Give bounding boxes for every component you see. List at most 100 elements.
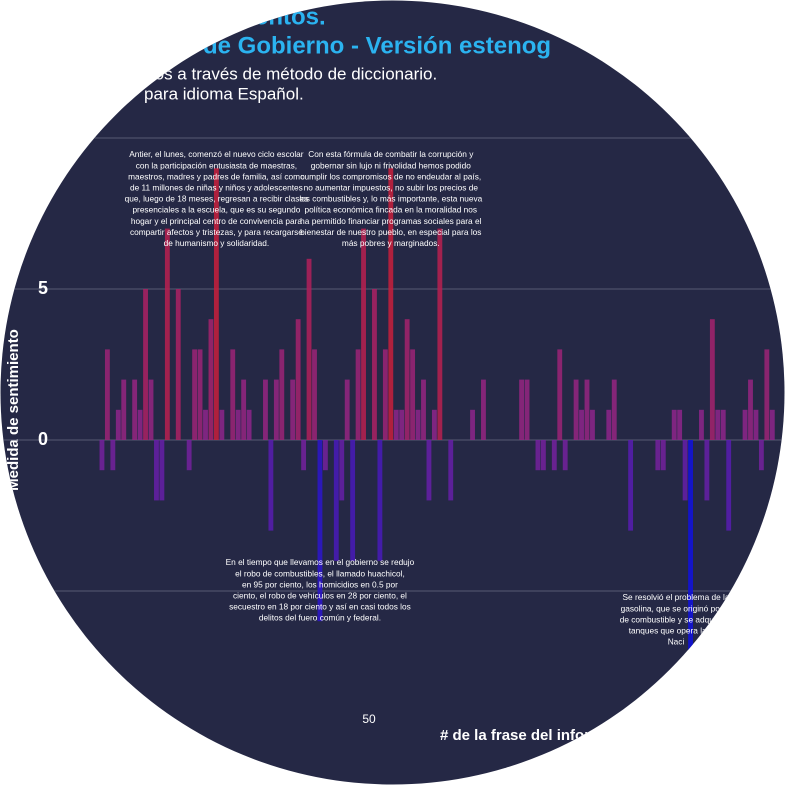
bar xyxy=(415,409,421,440)
annotation: de humanismo y solidaridad. xyxy=(164,238,270,248)
bar xyxy=(688,440,693,682)
bar xyxy=(677,409,683,440)
annotation: más pobres y marginados. xyxy=(342,238,440,248)
bar xyxy=(197,349,203,440)
bar xyxy=(279,349,285,440)
y-tick-label: 10 xyxy=(28,127,48,147)
bar xyxy=(306,258,312,440)
annotation: Con esta fórmula de combatir la corrupci… xyxy=(308,149,474,159)
chart-title: de Gobierno - Versión estenog xyxy=(203,32,551,59)
y-tick-label: 5 xyxy=(38,278,48,298)
bar xyxy=(263,379,268,440)
x-axis-label: # de la frase del infor xyxy=(440,727,590,744)
bar xyxy=(410,349,416,440)
chart-subtitle: entos a través de método de diccionario. xyxy=(131,64,437,83)
bar xyxy=(322,440,328,471)
bar xyxy=(143,289,148,440)
bar xyxy=(208,319,214,440)
y-tick-label: 0 xyxy=(38,429,48,449)
bar xyxy=(655,440,661,471)
bar xyxy=(431,409,437,440)
bar xyxy=(164,228,170,440)
bar xyxy=(704,440,710,501)
bar xyxy=(404,319,410,440)
bar xyxy=(437,228,443,440)
bar xyxy=(726,440,732,531)
bar xyxy=(590,409,595,440)
annotation: no aumentar impuestos, no subir los prec… xyxy=(304,182,479,192)
bar xyxy=(421,379,426,440)
bar xyxy=(377,440,383,561)
bar xyxy=(709,319,715,440)
y-tick-label: -5 xyxy=(32,580,48,600)
annotation: gasolina, que se originó por el xyxy=(621,603,732,613)
annotation: presenciales a la escuela, que es su seg… xyxy=(132,205,300,215)
bar xyxy=(268,440,274,531)
bar xyxy=(350,440,356,561)
bar xyxy=(213,168,219,440)
bar xyxy=(99,440,105,471)
bar xyxy=(758,440,764,471)
bar xyxy=(246,409,252,440)
annotation: con la participación entusiasta de maest… xyxy=(136,160,297,170)
bar xyxy=(584,379,590,440)
bar xyxy=(557,349,563,440)
bar xyxy=(742,409,748,440)
bar xyxy=(219,409,225,440)
bar xyxy=(573,379,579,440)
annotation: compartir afectos y tristezas, y para re… xyxy=(130,227,303,237)
bar xyxy=(186,440,192,471)
bar xyxy=(611,379,617,440)
bar xyxy=(290,379,296,440)
bar xyxy=(551,440,557,471)
y-axis-label: Medida de sentimiento xyxy=(5,329,22,491)
bar xyxy=(388,168,394,440)
bar xyxy=(399,409,405,440)
annotation: ha permitido financiar programas sociale… xyxy=(300,216,481,226)
bar xyxy=(481,379,486,440)
annotation: maestros, madres y padres de familia, as… xyxy=(128,171,305,181)
bar xyxy=(355,349,361,440)
annotation: el robo de combustibles, el llamado huac… xyxy=(235,568,405,578)
bar xyxy=(137,409,143,440)
annotation: de 11 millones de niñas y niños y adoles… xyxy=(130,182,303,192)
bar xyxy=(535,440,541,471)
bar xyxy=(562,440,568,471)
bar xyxy=(699,409,704,440)
bar xyxy=(230,349,236,440)
annotation: los combustibles y, lo más importante, e… xyxy=(299,194,482,204)
x-tick-label: 50 xyxy=(362,712,376,726)
bar xyxy=(628,440,634,531)
annotation: hogar y el principal centro de convivenc… xyxy=(131,216,302,226)
bar xyxy=(372,289,377,440)
bar xyxy=(671,409,677,440)
bar xyxy=(448,440,454,501)
bar xyxy=(660,440,666,471)
annotation: delitos del fuero común y federal. xyxy=(259,613,381,623)
bar xyxy=(235,409,241,440)
bar xyxy=(175,289,181,440)
annotation: En el tiempo que llevamos en el gobierno… xyxy=(226,557,415,567)
bar xyxy=(344,379,350,440)
bar xyxy=(339,440,345,501)
bar xyxy=(519,379,525,440)
bar xyxy=(115,409,121,440)
bar xyxy=(769,409,775,440)
annotation: gobernar sin lujo ni frivolidad hemos po… xyxy=(311,160,471,170)
bar xyxy=(764,349,770,440)
bar xyxy=(192,349,198,440)
bar xyxy=(682,440,688,501)
bar xyxy=(203,409,208,440)
bar xyxy=(426,440,432,501)
bar xyxy=(121,379,127,440)
bar xyxy=(361,228,366,440)
chart-subtitle: para idioma Español. xyxy=(144,84,304,103)
bar xyxy=(154,440,159,501)
bar xyxy=(104,349,110,440)
bar xyxy=(579,409,584,440)
bar xyxy=(110,440,116,471)
bar xyxy=(317,440,323,622)
annotation: secuestro en 18 por ciento y así en casi… xyxy=(229,602,411,612)
bar xyxy=(295,319,301,440)
